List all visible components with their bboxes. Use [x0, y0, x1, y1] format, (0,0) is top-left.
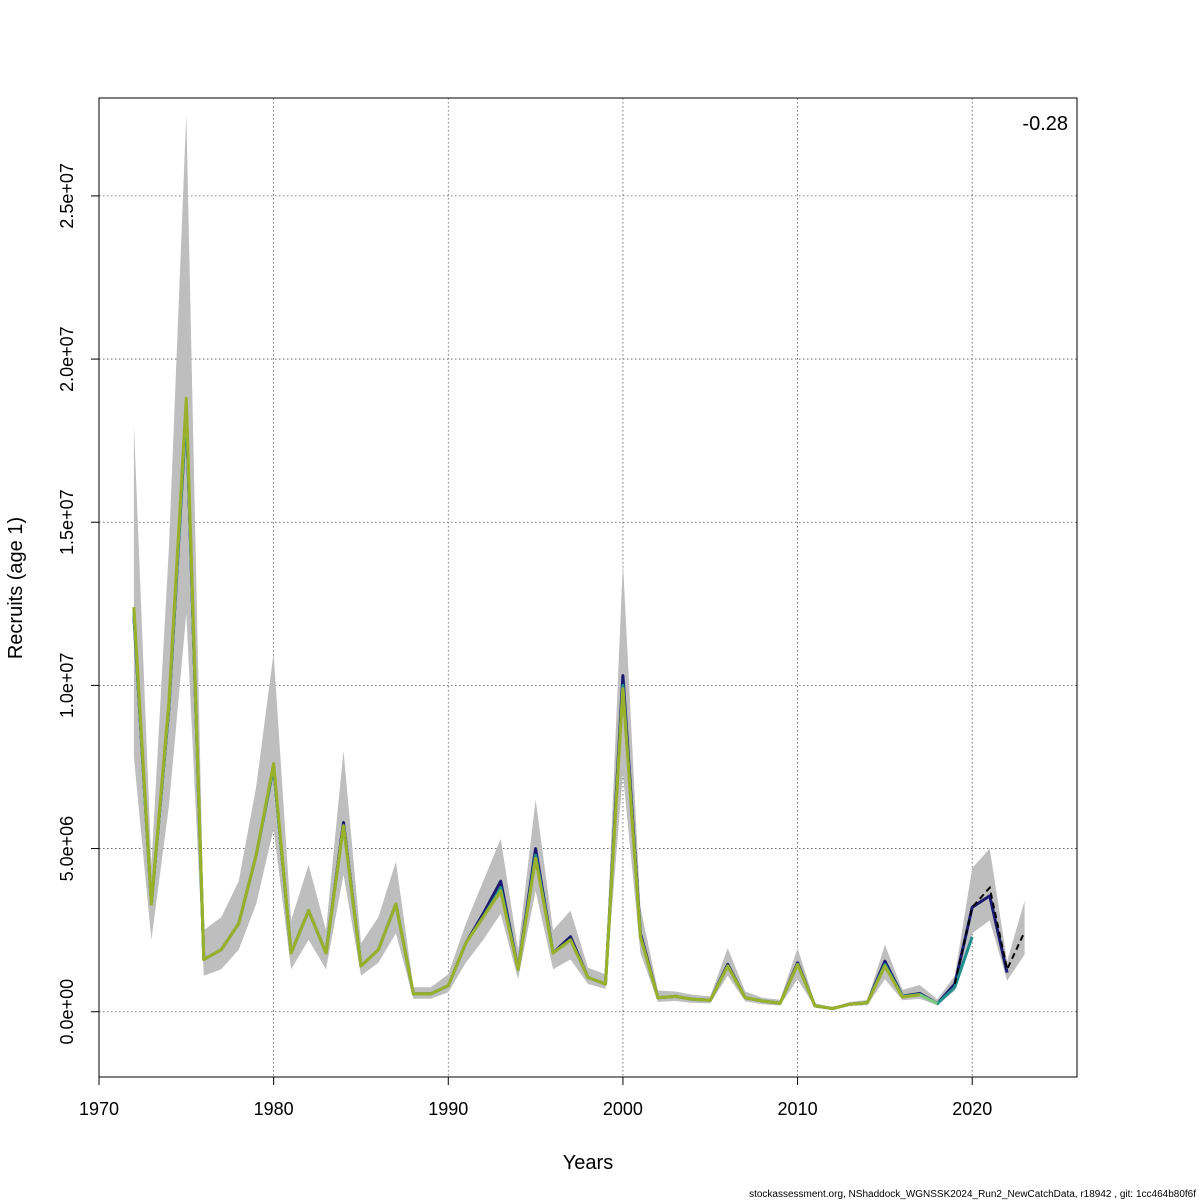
y-tick-label: 1.0e+07: [57, 653, 77, 719]
y-tick-label: 2.5e+07: [57, 163, 77, 229]
correlation-annotation: -0.28: [1022, 113, 1068, 135]
y-axis: 0.0e+00 5.0e+06 1.0e+07 1.5e+07 2.0e+07 2.5e+…: [57, 163, 100, 1045]
series-line-2: [132, 406, 974, 1010]
series-line-3: [132, 400, 938, 1010]
y-tick-label: 5.0e+06: [57, 816, 77, 882]
x-tick-label: 1970: [79, 1099, 119, 1119]
x-axis: 1970 1980 1990 2000 2010 2020: [79, 1076, 992, 1119]
series-line-4: [132, 396, 920, 1010]
series-lines: [132, 396, 1009, 1010]
estimate-line: [953, 885, 1026, 985]
y-tick-label: 0.0e+00: [57, 979, 77, 1045]
y-tick-label: 1.5e+07: [57, 489, 77, 555]
x-tick-label: 2000: [603, 1099, 643, 1119]
confidence-band-area: [133, 114, 1025, 1010]
x-tick-label: 1980: [254, 1099, 294, 1119]
x-tick-label: 2010: [778, 1099, 818, 1119]
x-axis-title: Years: [563, 1152, 613, 1174]
estimate-dashed-line: [953, 885, 1026, 985]
x-tick-label: 2020: [952, 1099, 992, 1119]
footer-credit: stockassessment.org, NShaddock_WGNSSK202…: [749, 1189, 1196, 1200]
confidence-band: [133, 114, 1025, 1010]
y-tick-label: 2.0e+07: [57, 326, 77, 392]
x-tick-label: 1990: [428, 1099, 468, 1119]
y-axis-title: Recruits (age 1): [5, 517, 27, 659]
